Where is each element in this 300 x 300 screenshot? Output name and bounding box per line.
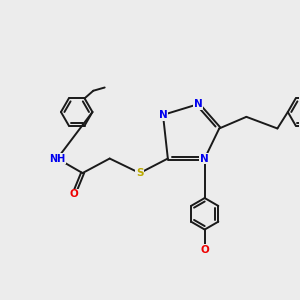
Text: N: N (159, 110, 167, 120)
Text: NH: NH (49, 154, 65, 164)
Text: O: O (69, 189, 78, 200)
Text: O: O (200, 245, 209, 255)
Text: S: S (136, 168, 143, 178)
Text: N: N (194, 99, 202, 109)
Text: N: N (200, 154, 209, 164)
